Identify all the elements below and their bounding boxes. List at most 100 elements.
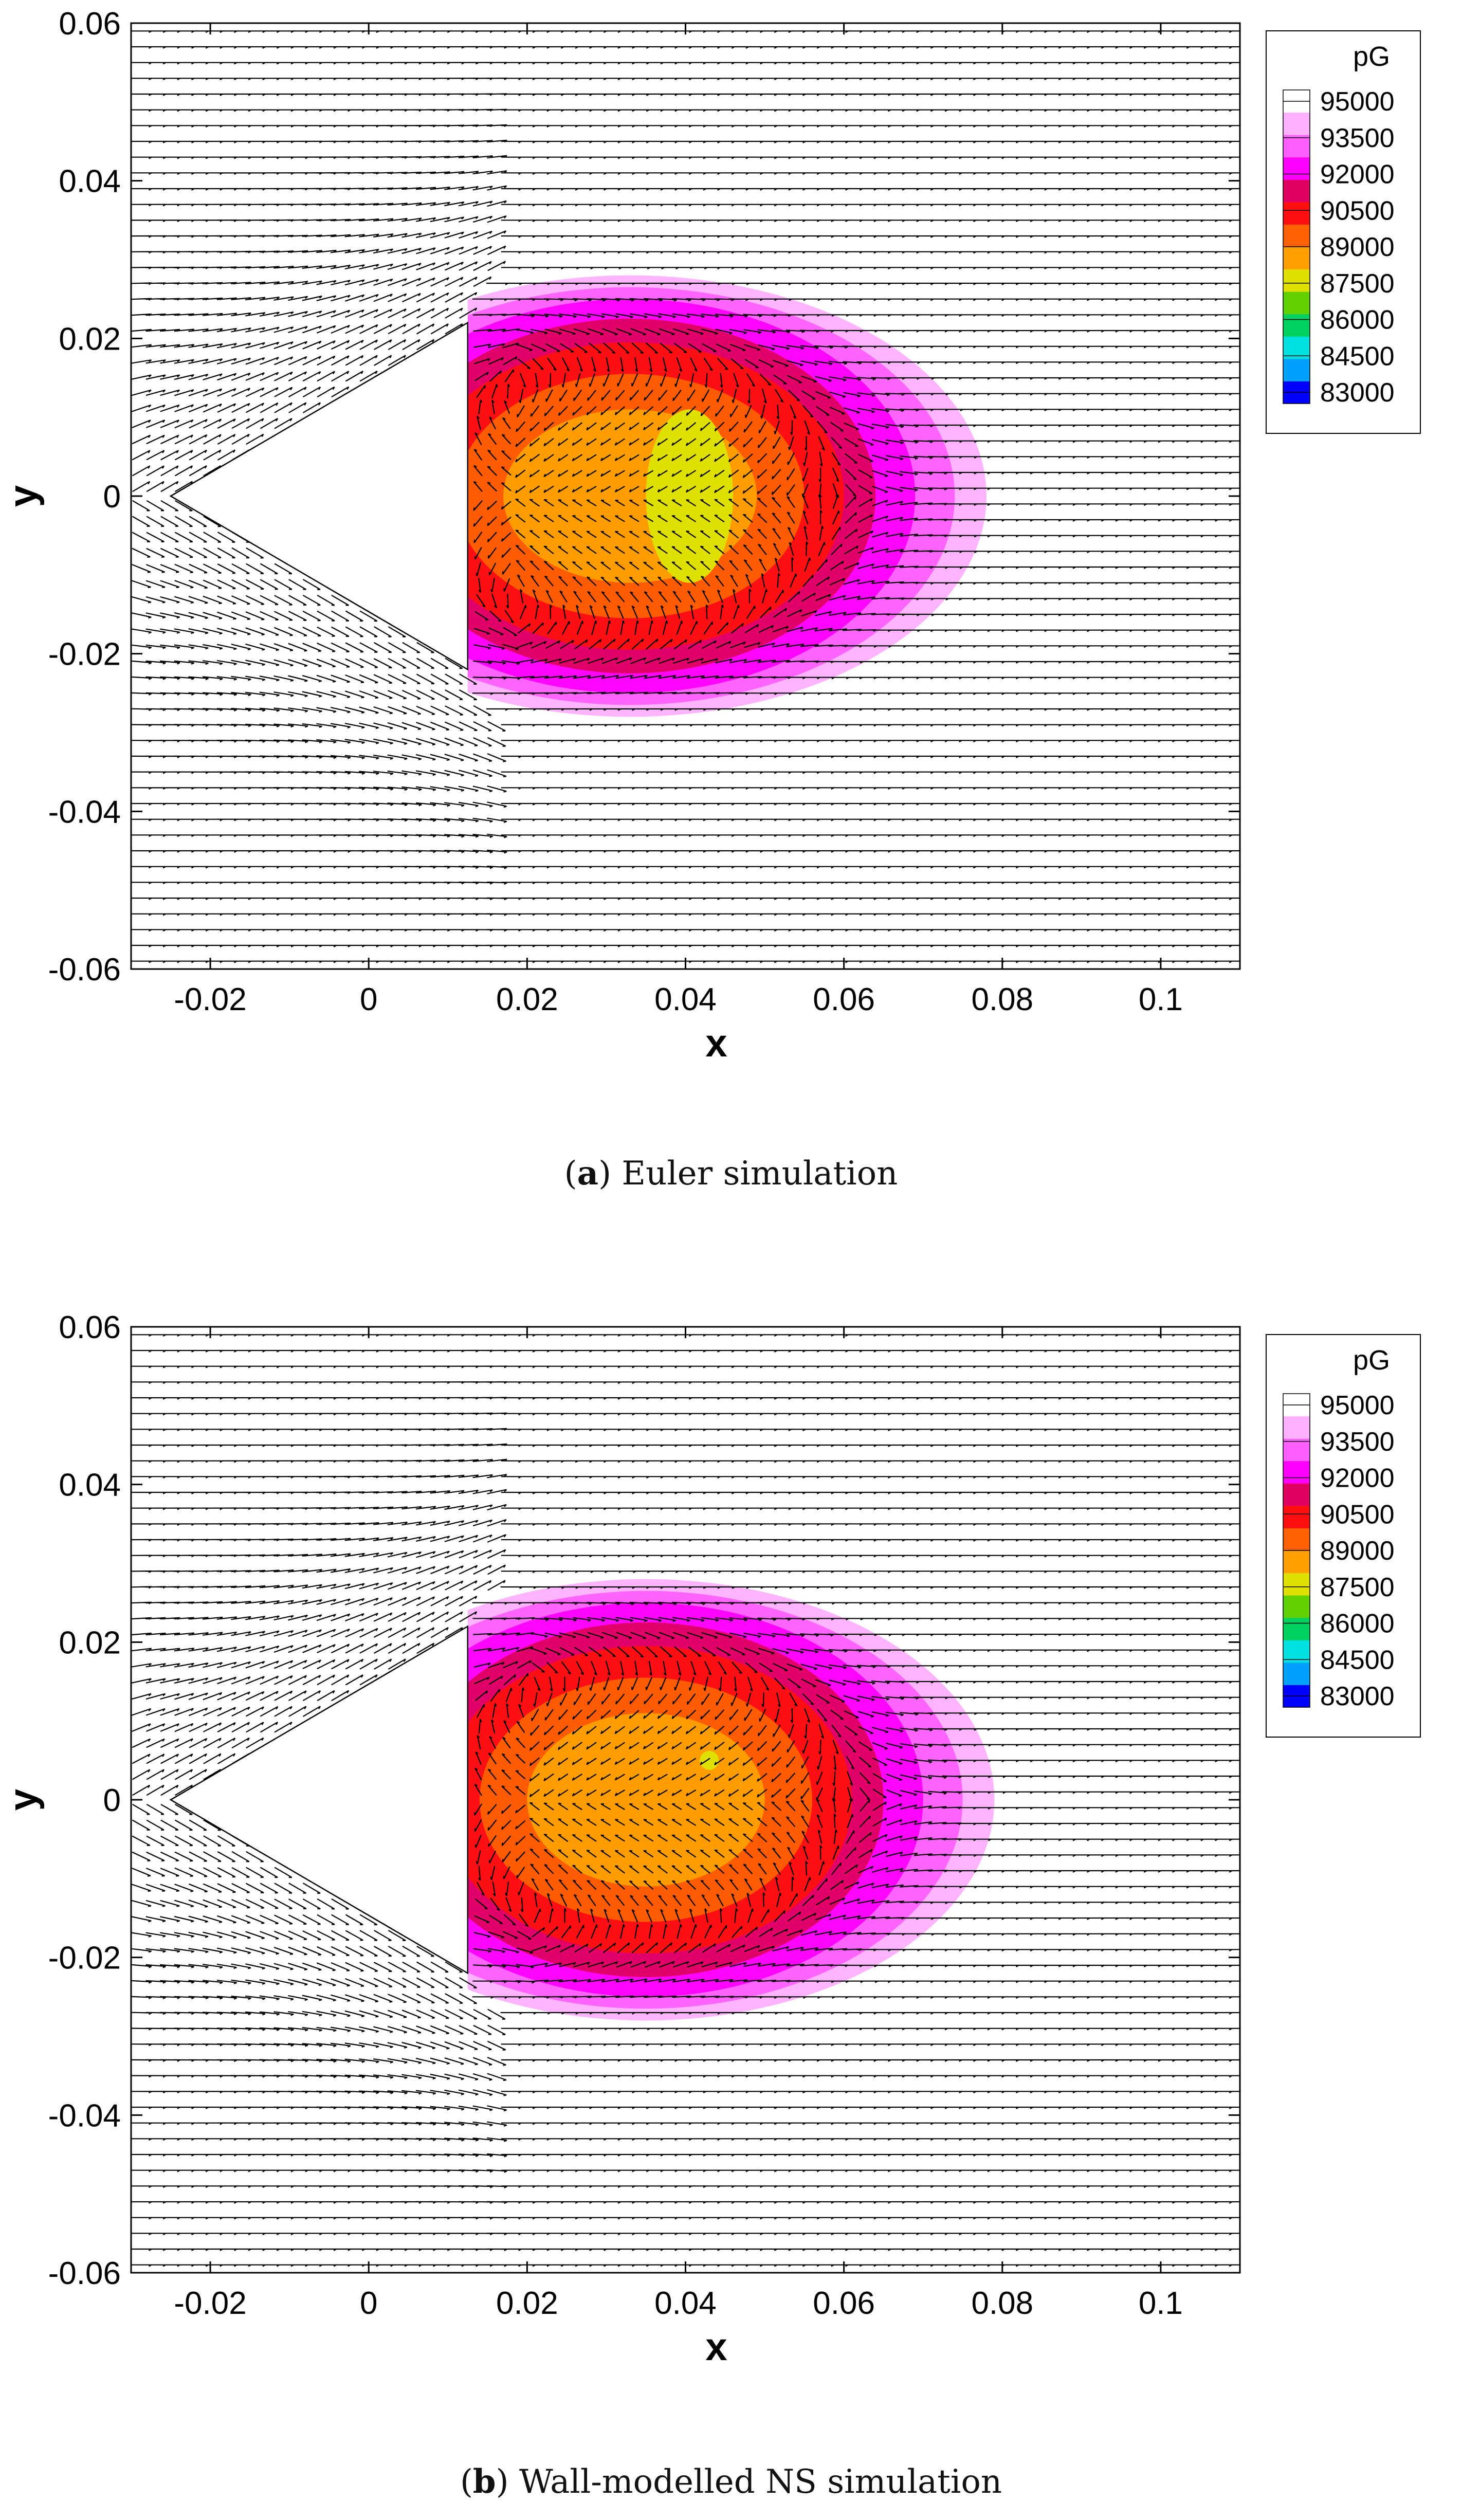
- pressure-vector-plot-a: -0.02 0 0.02 0.04 0.06 0.08 0.1 -0.06 -0.04 -0.02…: [1, 6, 1421, 1065]
- y-axis-label: y: [1, 485, 45, 507]
- x-tick-label: 0.06: [813, 982, 875, 1017]
- legend-swatch: [1283, 1416, 1310, 1439]
- caption-b-text: Wall-modelled NS simulation: [508, 2463, 1002, 2501]
- pressure-vector-plot-b: -0.02 0 0.02 0.04 0.06 0.08 0.1 -0.06 -0.04 -0.02…: [1, 1310, 1421, 2369]
- plot-area: [131, 1334, 1240, 2267]
- legend-swatch: [1283, 269, 1310, 292]
- legend-level-label: 86000: [1320, 1609, 1395, 1639]
- legend-swatch: [1283, 1483, 1310, 1506]
- pressure-contours: [467, 275, 986, 717]
- x-tick-label: 0: [360, 2286, 377, 2321]
- y-tick-label: -0.02: [48, 637, 121, 672]
- velocity-vectors: [131, 30, 1240, 963]
- legend-title: pG: [1353, 1345, 1390, 1376]
- legend-level-label: 93500: [1320, 123, 1395, 153]
- x-axis-label: x: [705, 1021, 727, 1065]
- legend-swatch: [1283, 1438, 1310, 1462]
- x-tick-label: 0.1: [1139, 2286, 1183, 2321]
- legend-level-label: 84500: [1320, 341, 1395, 371]
- legend-swatch: [1283, 358, 1310, 381]
- legend-level-label: 84500: [1320, 1645, 1395, 1675]
- x-tick-label: 0.08: [971, 2286, 1033, 2321]
- legend-title: pG: [1353, 41, 1390, 72]
- caption-a: (a) Euler simulation: [564, 1154, 898, 1193]
- legend-level-label: 90500: [1320, 196, 1395, 226]
- legend-level-label: 89000: [1320, 1536, 1395, 1566]
- x-tick-label: -0.02: [174, 2286, 246, 2321]
- wedge-body: [169, 1625, 469, 1975]
- y-tick-label: -0.04: [48, 2098, 121, 2133]
- legend-level-label: 87500: [1320, 269, 1395, 299]
- legend-swatch: [1283, 1662, 1310, 1685]
- y-tick-label: 0.02: [59, 1625, 121, 1660]
- y-tick-label: -0.04: [48, 794, 121, 830]
- min-pressure-core: [700, 1750, 719, 1770]
- legend-level-label: 93500: [1320, 1427, 1395, 1457]
- legend-swatch: [1283, 1550, 1310, 1574]
- vector-arrows: [131, 1334, 1240, 2267]
- x-tick-label: 0.04: [654, 982, 717, 1017]
- y-tick-label: 0.06: [59, 6, 121, 42]
- y-tick-label: -0.06: [48, 952, 121, 988]
- legend-level-label: 89000: [1320, 232, 1395, 262]
- caption-b: (b) Wall-modelled NS simulation: [460, 2462, 1002, 2501]
- x-tick-label: 0.06: [813, 2286, 875, 2321]
- x-tick-label: 0: [360, 982, 377, 1017]
- y-tick-label: 0.04: [59, 1468, 121, 1503]
- legend-swatch: [1283, 314, 1310, 337]
- y-tick-label: 0: [103, 479, 121, 515]
- legend-level-label: 86000: [1320, 305, 1395, 335]
- y-tick-label: -0.06: [48, 2256, 121, 2291]
- caption-b-letter: b: [472, 2462, 496, 2501]
- y-axis-label: y: [1, 1789, 45, 1811]
- x-tick-label: 0.02: [496, 982, 558, 1017]
- legend-swatch: [1283, 112, 1310, 135]
- x-axis-label: x: [705, 2325, 727, 2369]
- plot-panel-a: -0.02 0 0.02 0.04 0.06 0.08 0.1 -0.06 -0.04 -0.02…: [1, 6, 1421, 1065]
- contour-level-6: [527, 1713, 765, 1887]
- legend: pG 95000 93500 92000 90500 89000 87500 86000 845…: [1266, 30, 1421, 434]
- y-tick-label: 0.02: [59, 321, 121, 357]
- x-tick-label: 0.04: [654, 2286, 717, 2321]
- x-tick-label: -0.02: [174, 982, 246, 1017]
- legend-swatch: [1283, 291, 1310, 315]
- velocity-vectors: [131, 1334, 1240, 2267]
- x-tick-label: 0.02: [496, 2286, 558, 2321]
- legend-swatch: [1283, 1460, 1310, 1484]
- legend-level-label: 95000: [1320, 87, 1395, 117]
- caption-a-text: Euler simulation: [611, 1155, 898, 1193]
- legend-level-label: 95000: [1320, 1391, 1395, 1420]
- legend-swatch: [1283, 247, 1310, 270]
- x-tick-label: 0.08: [971, 982, 1033, 1017]
- vector-arrows: [131, 30, 1240, 963]
- caption-a-letter: a: [577, 1154, 599, 1193]
- legend-swatch: [1283, 1595, 1310, 1618]
- y-tick-label: 0.06: [59, 1310, 121, 1345]
- legend-swatch: [1283, 202, 1310, 225]
- legend-swatch: [1283, 1505, 1310, 1528]
- legend-level-label: 90500: [1320, 1500, 1395, 1529]
- legend-level-label: 92000: [1320, 160, 1395, 190]
- legend-level-label: 83000: [1320, 378, 1395, 408]
- legend-swatch: [1283, 179, 1310, 203]
- wedge-body: [169, 321, 469, 671]
- legend: pG 95000 93500 92000 90500 89000 87500 86000 845…: [1266, 1334, 1421, 1738]
- legend-level-label: 83000: [1320, 1682, 1395, 1711]
- plot-area: [131, 30, 1240, 963]
- y-tick-label: -0.02: [48, 1941, 121, 1976]
- legend-swatch: [1283, 224, 1310, 247]
- legend-level-label: 87500: [1320, 1573, 1395, 1602]
- legend-swatch: [1283, 1573, 1310, 1596]
- legend-swatch: [1283, 336, 1310, 359]
- plot-panel-b: -0.02 0 0.02 0.04 0.06 0.08 0.1 -0.06 -0.04 -0.02…: [0, 1304, 1462, 2520]
- legend-swatch: [1283, 135, 1310, 158]
- y-tick-label: 0: [103, 1783, 121, 1818]
- min-pressure-core: [646, 409, 733, 583]
- y-tick-label: 0.04: [59, 164, 121, 199]
- legend-swatch: [1283, 1528, 1310, 1551]
- legend-level-label: 92000: [1320, 1464, 1395, 1493]
- legend-swatch: [1283, 157, 1310, 180]
- x-tick-label: 0.1: [1139, 982, 1183, 1017]
- pressure-contours: [467, 1579, 995, 2021]
- legend-swatch: [1283, 1640, 1310, 1663]
